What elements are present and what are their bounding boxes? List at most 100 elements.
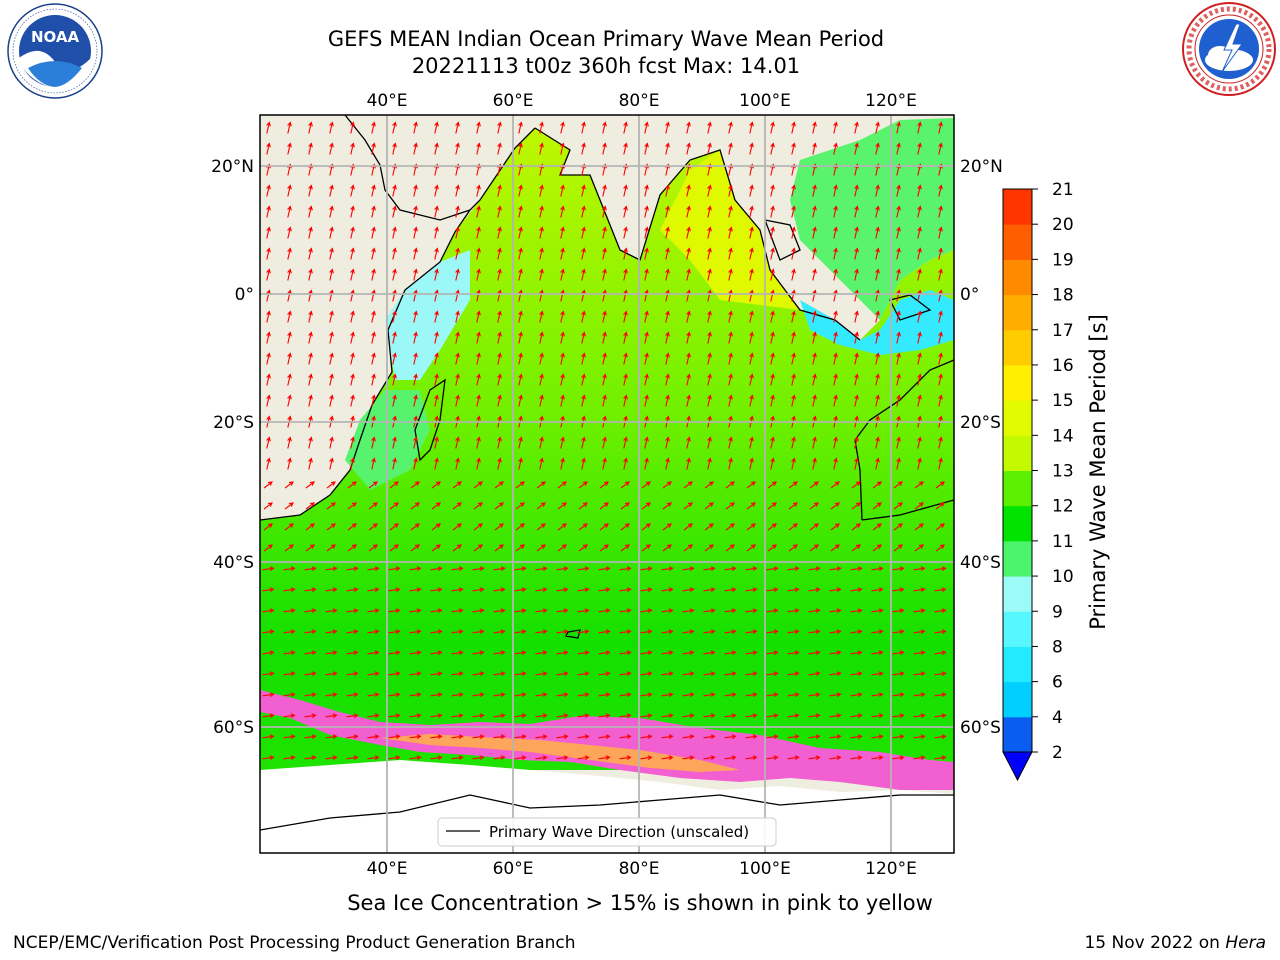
wave-arrow (346, 692, 359, 698)
wave-arrow (770, 184, 775, 197)
wave-arrow (367, 566, 380, 572)
wave-arrow (325, 755, 338, 761)
wave-arrow (556, 587, 569, 593)
wave-arrow (371, 247, 376, 260)
wave-arrow (854, 352, 859, 365)
wave-arrow (724, 671, 737, 677)
wave-arrow (518, 352, 523, 365)
wave-arrow (514, 629, 527, 635)
wave-arrow (644, 394, 649, 407)
legend-label: Primary Wave Direction (unscaled) (489, 823, 749, 841)
wave-arrow (872, 544, 882, 552)
wave-arrow (326, 544, 336, 552)
wave-arrow (434, 331, 439, 344)
wave-arrow (809, 481, 819, 489)
colorbar-tick-label: 12 (1052, 497, 1074, 517)
wave-arrow (728, 247, 733, 260)
wave-arrow (623, 226, 628, 239)
wave-arrow (410, 523, 420, 531)
coastlines (260, 115, 954, 831)
wave-arrow (872, 523, 882, 531)
wave-arrow (350, 436, 355, 449)
wave-arrow (913, 629, 926, 635)
wave-arrow (518, 184, 523, 197)
wave-arrow (724, 713, 737, 719)
wave-arrow (409, 566, 422, 572)
wave-arrow (766, 629, 779, 635)
wave-arrow (854, 268, 859, 281)
wave-arrow (392, 457, 397, 470)
wave-arrow (329, 331, 334, 344)
wave-arrow (913, 755, 926, 761)
wave-arrow (497, 247, 502, 260)
wave-arrow (707, 247, 712, 260)
wave-arrow (392, 226, 397, 239)
wave-arrow (808, 587, 821, 593)
lon-tick-label: 80°E (619, 91, 660, 111)
wave-arrow (938, 352, 943, 365)
wave-arrow (938, 247, 943, 260)
footer-credit: NCEP/EMC/Verification Post Processing Pr… (13, 933, 576, 953)
wave-arrow (560, 331, 565, 344)
wave-arrow (791, 268, 796, 281)
wave-arrow (472, 629, 485, 635)
wave-arrow (917, 394, 922, 407)
wave-arrow (623, 352, 628, 365)
wave-arrow (556, 671, 569, 677)
wave-arrow (346, 587, 359, 593)
wave-arrow (872, 502, 882, 510)
wave-arrow (451, 713, 464, 719)
wave-arrow (788, 544, 798, 552)
wave-arrow (875, 352, 880, 365)
wave-arrow (686, 184, 691, 197)
wave-arrow (497, 226, 502, 239)
wave-arrow (725, 481, 735, 489)
wave-arrow (577, 566, 590, 572)
wave-arrow (557, 523, 567, 531)
wave-arrow (497, 205, 502, 218)
wave-arrow (851, 481, 861, 489)
wave-arrow (515, 502, 525, 510)
wave-arrow (367, 629, 380, 635)
wave-arrow (539, 268, 544, 281)
wave-arrow (346, 734, 359, 740)
wave-arrow (812, 289, 817, 302)
wave-arrow (788, 481, 798, 489)
wave-arrow (266, 184, 271, 197)
wave-arrow (766, 650, 779, 656)
colorbar-label: Primary Wave Mean Period [s] (1086, 314, 1110, 630)
wave-arrow (892, 734, 905, 740)
wave-arrow (851, 523, 861, 531)
wave-arrow (854, 457, 859, 470)
wave-arrow (938, 289, 943, 302)
wave-arrow (854, 226, 859, 239)
lat-tick-label: 40°S (213, 553, 254, 573)
wave-arrow (389, 523, 399, 531)
wave-arrow (413, 268, 418, 281)
wave-arrow (367, 692, 380, 698)
wave-arrow (875, 121, 880, 134)
legend-box: Primary Wave Direction (unscaled) (437, 817, 777, 847)
wave-arrow (455, 352, 460, 365)
wave-arrow (410, 544, 420, 552)
wave-arrow (350, 121, 355, 134)
wave-arrow (305, 502, 315, 510)
wave-arrow (665, 352, 670, 365)
wave-arrow (833, 373, 838, 386)
wave-arrow (623, 247, 628, 260)
nws-logo (1182, 2, 1276, 96)
wave-arrow (539, 457, 544, 470)
wave-arrow (329, 436, 334, 449)
wave-arrow (892, 713, 905, 719)
wave-arrow (430, 650, 443, 656)
noaa-logo-text: NOAA (31, 28, 80, 46)
wave-arrow (389, 502, 399, 510)
wave-arrow (665, 373, 670, 386)
wave-arrow (581, 268, 586, 281)
wave-arrow (875, 310, 880, 323)
wave-arrow (662, 481, 672, 489)
wave-arrow (392, 121, 397, 134)
wave-arrow (787, 608, 800, 614)
wave-arrow (602, 247, 607, 260)
wave-arrow (917, 310, 922, 323)
